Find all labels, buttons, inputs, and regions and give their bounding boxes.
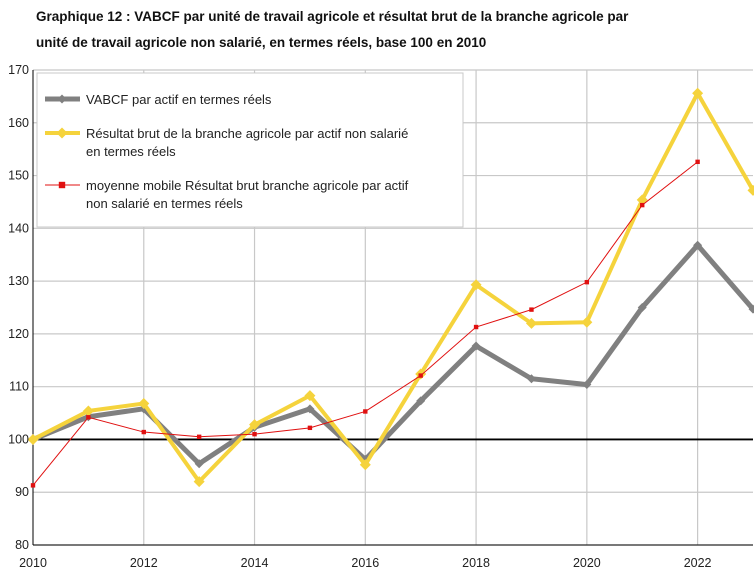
data-point xyxy=(692,87,704,99)
y-tick-label: 150 xyxy=(8,169,29,183)
data-point xyxy=(416,396,426,406)
x-tick-label: 2022 xyxy=(684,556,712,570)
data-point xyxy=(363,409,368,414)
data-point xyxy=(525,317,537,329)
legend-entry-1: VABCF par actif en termes réels xyxy=(45,92,272,107)
series-2 xyxy=(27,87,754,488)
data-point xyxy=(581,316,593,328)
legend-label: en termes réels xyxy=(86,144,176,159)
data-point xyxy=(252,431,257,437)
legend-label: VABCF par actif en termes réels xyxy=(86,92,272,107)
data-point xyxy=(249,419,261,431)
data-point xyxy=(58,181,66,189)
data-point xyxy=(470,279,482,291)
series-1 xyxy=(28,240,754,469)
data-point xyxy=(640,202,645,208)
chart-title: Graphique 12 : VABCF par unité de travai… xyxy=(36,4,748,56)
data-point xyxy=(582,380,592,390)
legend: VABCF par actif en termes réels Résultat … xyxy=(36,72,464,228)
data-point xyxy=(418,373,423,378)
data-point xyxy=(82,405,94,417)
y-tick-label: 110 xyxy=(9,380,29,394)
data-point xyxy=(141,429,146,435)
x-tick-label: 2020 xyxy=(573,556,601,570)
x-tick-label: 2010 xyxy=(19,556,47,570)
data-point xyxy=(359,459,371,471)
data-point xyxy=(86,415,91,420)
data-point xyxy=(695,159,700,165)
data-point xyxy=(194,459,204,469)
y-tick-label: 100 xyxy=(8,432,29,446)
series-3 xyxy=(30,159,700,488)
data-point xyxy=(584,279,590,285)
data-point xyxy=(196,434,202,440)
y-tick-label: 90 xyxy=(15,485,29,499)
data-point xyxy=(748,304,754,314)
data-point xyxy=(138,398,150,410)
x-tick-label: 2014 xyxy=(241,556,269,570)
data-point xyxy=(471,341,481,351)
data-point xyxy=(529,307,534,312)
y-tick-label: 120 xyxy=(8,327,29,341)
data-point xyxy=(305,404,315,414)
data-series xyxy=(27,87,754,488)
data-point xyxy=(637,303,647,312)
x-tick-label: 2018 xyxy=(462,556,490,570)
legend-label: Résultat brut de la branche agricole par… xyxy=(86,126,408,141)
data-point xyxy=(526,374,536,384)
y-tick-label: 170 xyxy=(8,63,29,77)
axes xyxy=(32,70,753,546)
y-tick-label: 140 xyxy=(8,221,29,235)
data-point xyxy=(693,240,703,250)
data-point xyxy=(27,433,39,445)
data-point xyxy=(193,476,205,488)
tick-labels: 80 90 100 110 120 130 140 150 160 170 2010 2012 2014… xyxy=(8,63,711,570)
legend-box xyxy=(36,72,464,228)
data-point xyxy=(57,94,67,104)
x-tick-label: 2012 xyxy=(130,556,158,570)
data-point xyxy=(307,425,313,431)
y-tick-label: 80 xyxy=(15,538,29,552)
y-tick-label: 160 xyxy=(8,116,29,130)
legend-label: non salarié en termes réels xyxy=(86,196,243,211)
data-point xyxy=(304,390,316,402)
chart-title-line-1: Graphique 12 : VABCF par unité de travai… xyxy=(36,9,629,24)
y-tick-label: 130 xyxy=(8,274,29,288)
legend-entry-3: moyenne mobile Résultat brut branche agr… xyxy=(45,178,409,211)
data-point xyxy=(30,483,36,488)
x-tick-label: 2016 xyxy=(351,556,379,570)
data-point xyxy=(747,184,754,196)
series-line xyxy=(32,89,754,485)
data-point xyxy=(473,324,479,330)
legend-label: moyenne mobile Résultat brut branche agr… xyxy=(86,178,409,193)
chart-title-line-2: unité de travail agricole non salarié, e… xyxy=(36,35,487,50)
data-point xyxy=(56,127,68,139)
legend-entry-2: Résultat brut de la branche agricole par… xyxy=(45,126,408,159)
